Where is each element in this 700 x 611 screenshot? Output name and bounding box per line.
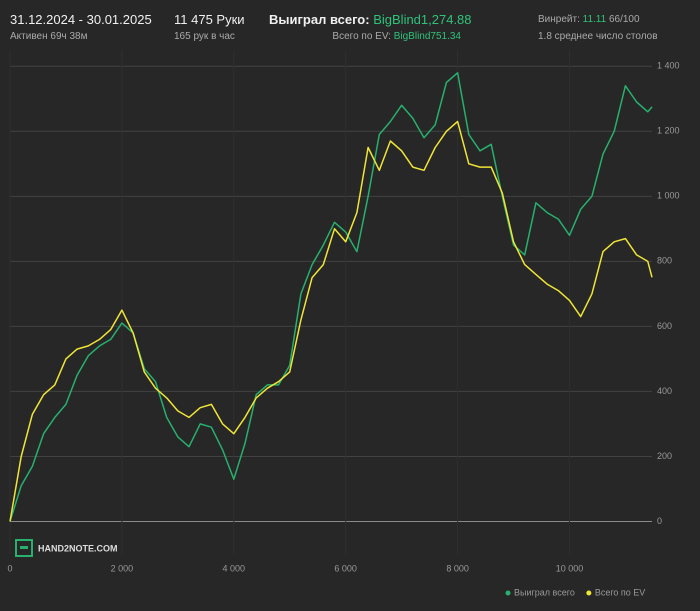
y-tick-label: 800	[657, 256, 672, 266]
y-tick-label: 1 400	[657, 61, 680, 71]
x-tick-label: 10 000	[556, 563, 584, 573]
hands-per-hour: 165 рук в час	[174, 31, 235, 42]
y-tick-label: 400	[657, 386, 672, 396]
x-tick-label: 8 000	[446, 563, 469, 573]
winrate-value: 11.11	[582, 14, 607, 25]
date-range: 31.12.2024 - 30.01.2025	[10, 12, 152, 27]
ev-label: Всего по EV:	[332, 31, 391, 42]
hands: 11 475 Руки	[174, 12, 245, 27]
winrate-unit: 66/100	[608, 14, 640, 25]
ev-value: BigBlind751.34	[393, 31, 461, 42]
watermark: HAND2NOTE.COM	[38, 543, 118, 553]
x-tick-label: 2 000	[111, 563, 134, 573]
active-time: Активен 69ч 38м	[10, 31, 88, 42]
series-line	[9, 120, 653, 522]
winrate-label: Винрейт:	[538, 14, 580, 25]
y-tick-label: 0	[657, 516, 662, 526]
won-summary: Выиграл всего: BigBlind1,274.88	[269, 12, 472, 27]
x-tick-label: 4 000	[223, 563, 246, 573]
series-line	[9, 72, 653, 522]
x-tick-label: 0	[7, 563, 12, 573]
legend-marker	[505, 590, 511, 596]
won-label: Выиграл всего:	[269, 12, 370, 27]
y-tick-label: 1 000	[657, 191, 680, 201]
legend-marker	[586, 590, 592, 596]
y-tick-label: 600	[657, 321, 672, 331]
y-tick-label: 1 200	[657, 126, 680, 136]
legend-label: Выиграл всего	[514, 587, 575, 597]
legend-label: Всего по EV	[595, 587, 645, 597]
x-tick-label: 6 000	[334, 563, 357, 573]
watermark-logo	[15, 539, 33, 557]
won-value: BigBlind1,274.88	[373, 12, 472, 27]
tables: 1.8 среднее число столов	[538, 31, 658, 42]
y-tick-label: 200	[657, 451, 672, 461]
winrate: Винрейт: 11.11 66/100	[538, 14, 640, 25]
ev-summary: Всего по EV: BigBlind751.34	[332, 31, 461, 42]
